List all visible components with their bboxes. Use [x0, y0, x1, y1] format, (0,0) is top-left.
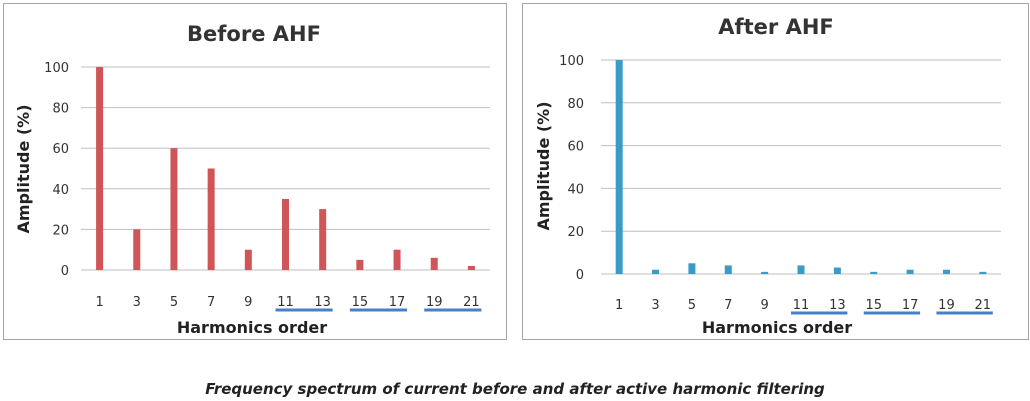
y-tick-label: 0	[576, 268, 584, 283]
x-tick-label: 17	[902, 298, 919, 313]
bar-before-13	[319, 209, 327, 270]
bar-before-11	[282, 198, 289, 270]
bar-after-5	[688, 263, 696, 274]
x-tick-label: 5	[170, 295, 178, 310]
bar-before-3	[133, 229, 141, 270]
x-tick-label: 11	[793, 298, 810, 313]
figure-caption: Frequency spectrum of current before and…	[205, 380, 825, 398]
bar-before-5	[170, 148, 178, 270]
y-tick-label: 100	[44, 61, 69, 76]
x-tick-label: 15	[352, 295, 369, 310]
x-tick-label: 17	[389, 295, 406, 310]
bar-after-3	[652, 269, 660, 274]
x-tick-label: 19	[426, 295, 443, 310]
x-tick-label: 1	[615, 298, 623, 313]
bar-before-21	[467, 265, 475, 270]
chart-title: Before AHF	[187, 22, 321, 46]
bar-before-17	[393, 249, 401, 270]
x-tick-label: 3	[651, 298, 659, 313]
bar-after-15	[870, 271, 878, 274]
y-tick-label: 80	[567, 97, 584, 112]
x-tick-label: 21	[975, 298, 992, 313]
bar-before-1	[96, 67, 104, 270]
x-tick-label: 13	[314, 295, 331, 310]
x-tick-label: 11	[277, 295, 294, 310]
x-tick-label: 13	[829, 298, 846, 313]
bar-after-13	[833, 267, 841, 274]
x-tick-label: 21	[463, 295, 480, 310]
x-tick-label: 1	[95, 295, 103, 310]
x-tick-label: 3	[133, 295, 141, 310]
y-tick-label: 40	[567, 182, 584, 197]
x-tick-label: 7	[207, 295, 215, 310]
chart-panel-after: After AHF 0 20 40 60 80 100 1 3 5 7 9 11 13 15 17 19 21 Ha…	[522, 3, 1029, 340]
y-tick-label: 60	[567, 140, 584, 155]
y-tick-label: 60	[52, 142, 69, 157]
y-tick-label: 20	[52, 223, 69, 238]
bar-before-15	[356, 259, 364, 270]
x-tick-label: 7	[724, 298, 732, 313]
x-tick-label: 19	[938, 298, 955, 313]
bar-after-9	[761, 271, 769, 274]
x-tick-label: 9	[760, 298, 768, 313]
bar-after-19	[942, 269, 950, 274]
y-tick-label: 80	[52, 102, 69, 117]
y-axis-label: Amplitude (%)	[534, 101, 553, 230]
y-tick-label: 20	[567, 225, 584, 240]
chart-title: After AHF	[718, 15, 834, 39]
y-axis-label: Amplitude (%)	[14, 104, 33, 233]
x-tick-label: 15	[865, 298, 882, 313]
x-tick-label: 9	[244, 295, 252, 310]
x-tick-label: 5	[688, 298, 696, 313]
bar-before-19	[430, 257, 438, 270]
x-axis-label: Harmonics order	[702, 318, 852, 337]
y-tick-label: 100	[559, 54, 584, 69]
bar-before-7	[207, 168, 215, 270]
bar-after-1	[615, 60, 623, 274]
bar-before-9	[244, 249, 252, 270]
x-axis-label: Harmonics order	[177, 318, 327, 337]
y-tick-label: 0	[61, 264, 69, 279]
bar-after-11	[797, 265, 805, 274]
bar-after-21	[979, 271, 987, 274]
bar-after-17	[906, 269, 914, 274]
chart-panel-before: Before AHF 0 20 40 60 80 100 1 3 5 7 9 11 13 15 17 19 21 H…	[3, 3, 507, 340]
y-tick-label: 40	[52, 183, 69, 198]
bar-after-7	[724, 265, 732, 274]
